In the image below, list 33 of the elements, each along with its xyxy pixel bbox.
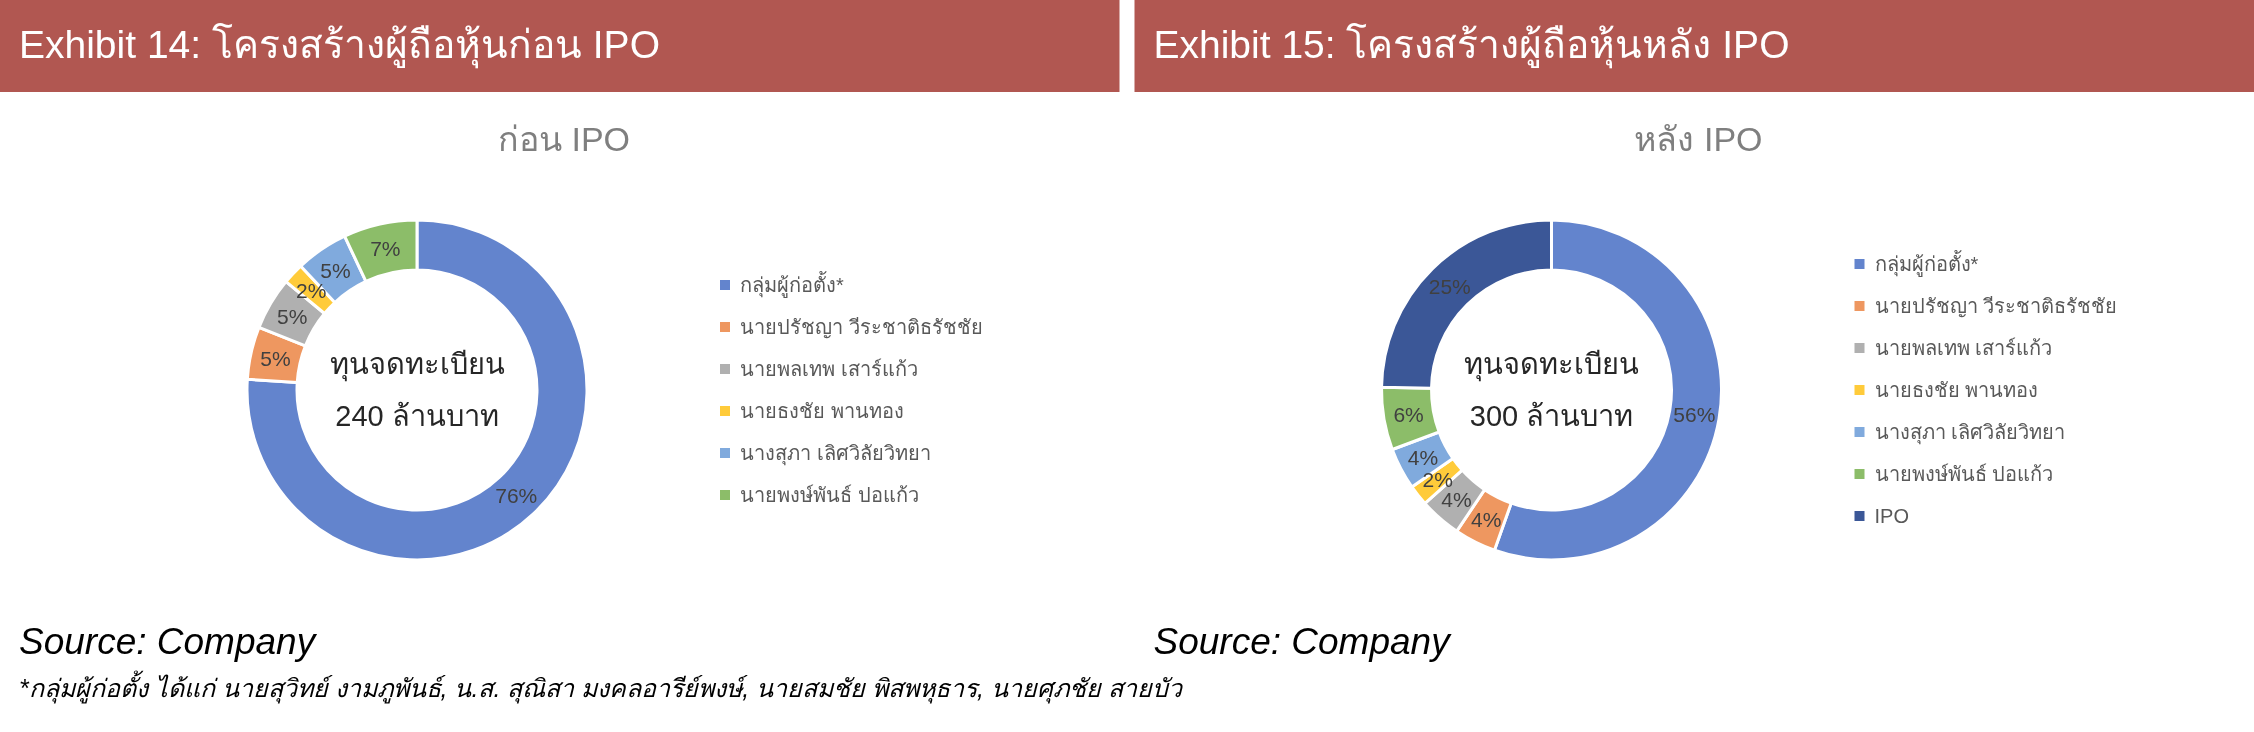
data-label: 7% (370, 236, 401, 260)
data-label: 6% (1393, 403, 1424, 427)
chart-title: Exhibit 15: โครงสร้างผู้ถือหุ้นหลัง IPO (1153, 23, 1790, 69)
legend-label: นายพงษ์พันธ์ ปอแก้ว (1874, 463, 2054, 485)
data-label: 5% (260, 346, 291, 370)
legend-label: นายธงชัย พานทอง (1874, 379, 2039, 401)
legend-label: กลุ่มผู้ก่อตั้ง* (740, 271, 844, 298)
legend-label: นายพงษ์พันธ์ ปอแก้ว (740, 484, 919, 506)
data-label: 76% (495, 484, 538, 508)
legend-label: IPO (1874, 505, 1909, 527)
text: ทุนจดทะเบียน 240 ล้านบาท (329, 348, 505, 432)
data-label: 4% (1407, 445, 1439, 469)
chart-title: Exhibit 14: โครงสร้างผู้ถือหุ้นก่อน IPO (19, 23, 660, 69)
legend-label: นายปรัชญา วีระชาติธรัชชัย (1874, 295, 2118, 318)
legend-label: นายธงชัย พานทอง (740, 400, 904, 422)
legend-label: นายปรัชญา วีระชาติธรัชชัย (740, 316, 983, 339)
text: *กลุ่มผู้ก่อตั้ง ได้แก่ นายสุวิทย์ งามภูพันธ์, น.ส. สุณิสา มงคลอารีย์พงษ์, นายสมชัย พิสพหุธาร, นายศุภชัย สายบัว (19, 670, 1184, 704)
chart-subtitle: หลัง IPO (1634, 120, 1763, 158)
legend-label: กลุ่มผู้ก่อตั้ง* (1874, 250, 1979, 277)
data-label: 4% (1471, 508, 1502, 531)
source-note: Source: Company (19, 621, 318, 662)
data-label: 4% (1441, 487, 1472, 511)
source-note: Source: Company (1153, 621, 1453, 662)
text: ทุนจดทะเบียน 300 ล้านบาท (1464, 348, 1639, 432)
data-label: 25% (1428, 275, 1471, 299)
legend-label: นายพลเทพ เสาร์แก้ว (1874, 337, 2053, 359)
data-label: 5% (320, 258, 351, 282)
legend-label: นางสุภา เลิศวิลัยวิทยา (1874, 421, 2066, 445)
legend-label: นายพลเทพ เสาร์แก้ว (740, 358, 918, 380)
data-label: 56% (1673, 403, 1716, 427)
data-label: 5% (277, 304, 308, 328)
legend-label: นางสุภา เลิศวิลัยวิทยา (740, 442, 931, 466)
chart-subtitle: ก่อน IPO (497, 120, 631, 158)
